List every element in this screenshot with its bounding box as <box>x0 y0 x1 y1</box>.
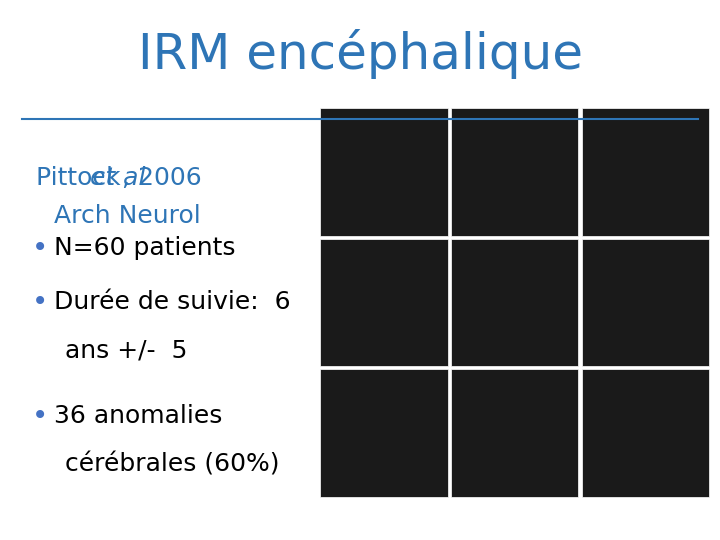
Text: 36 anomalies: 36 anomalies <box>54 404 222 428</box>
FancyBboxPatch shape <box>320 369 448 497</box>
Text: Arch Neurol: Arch Neurol <box>54 204 201 228</box>
Text: N=60 patients: N=60 patients <box>54 237 235 260</box>
Text: •: • <box>32 288 48 316</box>
FancyBboxPatch shape <box>320 108 448 236</box>
Text: cérébrales (60%): cérébrales (60%) <box>65 453 279 476</box>
Text: IRM encéphalique: IRM encéphalique <box>138 29 582 79</box>
FancyBboxPatch shape <box>582 239 709 366</box>
Text: Pittock: Pittock <box>36 166 129 190</box>
Text: •: • <box>32 234 48 262</box>
FancyBboxPatch shape <box>582 108 709 236</box>
Text: Durée de suivie:  6: Durée de suivie: 6 <box>54 291 291 314</box>
FancyBboxPatch shape <box>320 239 448 366</box>
FancyBboxPatch shape <box>451 239 578 366</box>
FancyBboxPatch shape <box>451 369 578 497</box>
Text: , 2006: , 2006 <box>122 166 202 190</box>
FancyBboxPatch shape <box>451 108 578 236</box>
Text: et al: et al <box>90 166 145 190</box>
Text: •: • <box>32 402 48 430</box>
FancyBboxPatch shape <box>582 369 709 497</box>
Text: ans +/-  5: ans +/- 5 <box>65 339 187 363</box>
